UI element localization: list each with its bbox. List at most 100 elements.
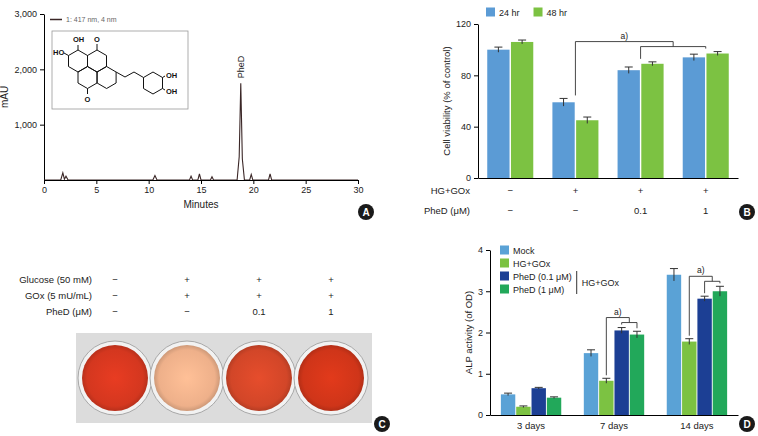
condition-value: − (112, 306, 118, 317)
legend-group-label: HG+GOx (582, 278, 620, 288)
bar (599, 381, 613, 415)
bar (667, 275, 681, 415)
structure-bond (78, 67, 97, 89)
tick-mark (358, 180, 359, 184)
panel-letter-badge (739, 204, 755, 220)
tick-mark (44, 180, 45, 184)
error-bar (685, 339, 693, 345)
tick-mark (474, 75, 478, 76)
condition-label: Glucose (50 mM) (19, 274, 92, 285)
condition-value: + (256, 274, 262, 285)
condition-label: HG+GOx (431, 185, 471, 196)
legend-label: 24 hr (499, 8, 520, 18)
condition-value: − (184, 306, 190, 317)
error-bar (583, 117, 591, 123)
legend-swatch (500, 259, 509, 268)
tick-label: 0 (42, 185, 47, 195)
tick: 10 (144, 180, 154, 195)
significance-bracket (606, 318, 637, 376)
legend-swatch (500, 285, 509, 294)
plate (76, 333, 372, 423)
panel-letter: A (358, 204, 374, 220)
axis: 1,0002,0003,000 (14, 9, 44, 180)
tick-mark (474, 178, 478, 179)
bar (576, 120, 598, 178)
well-rim (150, 341, 224, 415)
tick-label: 4 (478, 245, 483, 255)
panel-letter-badge (374, 416, 390, 432)
tick-label: 3 days (517, 420, 545, 431)
bar (532, 388, 546, 415)
tick-label: 3,000 (14, 9, 37, 19)
condition-value: − (112, 290, 118, 301)
structure-inset: HOOHOOOHOH (52, 31, 188, 109)
error-bar (519, 406, 527, 408)
axis-line (479, 178, 739, 179)
tick-label: 20 (249, 185, 259, 195)
bar (487, 50, 509, 178)
tick-mark (474, 24, 478, 25)
error-bar (648, 62, 656, 66)
panel-letter-text: A (362, 207, 369, 218)
structure-bond (97, 67, 116, 89)
atom-label: O (85, 95, 91, 104)
condition-value: + (184, 290, 190, 301)
tick-label: 2 (478, 328, 483, 338)
bar (614, 330, 628, 415)
tick: 2,000 (14, 65, 44, 75)
bar (713, 291, 727, 415)
error-bar (602, 378, 610, 383)
condition-value: 1 (328, 306, 333, 317)
legend-label: PheD (1 μM) (513, 285, 564, 295)
tick-mark (306, 180, 307, 184)
bar (641, 64, 663, 178)
axis-title: Minutes (183, 199, 218, 210)
tick-mark (201, 180, 202, 184)
tick: 25 (301, 180, 311, 195)
bar (547, 398, 561, 415)
panel-letter: B (739, 204, 755, 220)
legend-label: 1: 417 nm, 4 nm (66, 16, 117, 23)
tick: 20 (249, 180, 259, 195)
tick-label: 5 (94, 185, 99, 195)
panel-letter: C (374, 416, 390, 432)
atom-label: O (94, 35, 100, 44)
tick: 0 (478, 410, 490, 420)
tick: 30 (353, 180, 363, 195)
tick-label: 80 (461, 71, 471, 81)
tick-label: 1 (478, 369, 483, 379)
legend-swatch (486, 8, 495, 17)
condition-value: + (573, 185, 579, 196)
annotation: a) (621, 31, 629, 41)
panel-letter-text: B (743, 207, 750, 218)
condition-value: + (638, 185, 644, 196)
well-rim (294, 341, 368, 415)
legend-label: 48 hr (547, 8, 568, 18)
legend-swatch (500, 246, 509, 255)
atom-label: OH (166, 87, 177, 96)
tick-label: 3 (478, 287, 483, 297)
axis-title: mAU (0, 86, 10, 108)
condition-value: − (507, 185, 513, 196)
axis-line (44, 15, 45, 181)
panel-letter: D (739, 416, 755, 432)
error-bar (618, 328, 626, 334)
condition-value: + (328, 290, 334, 301)
plot-marks (487, 40, 729, 178)
bar (706, 54, 728, 178)
error-bar (535, 387, 543, 389)
tick-mark (486, 291, 490, 292)
tick-label: 0 (466, 173, 471, 183)
panel-letter-text: C (378, 419, 385, 430)
bar (552, 102, 574, 178)
legend-label: Mock (513, 246, 535, 256)
error-bar (560, 98, 568, 106)
legend-brace (576, 271, 577, 294)
annotation: a) (614, 307, 622, 317)
atom-label: HO (53, 48, 64, 57)
bar (501, 394, 515, 415)
condition-value: − (112, 274, 118, 285)
panel-letter-badge (358, 204, 374, 220)
tick-mark (40, 125, 44, 126)
tick: 15 (196, 180, 206, 195)
